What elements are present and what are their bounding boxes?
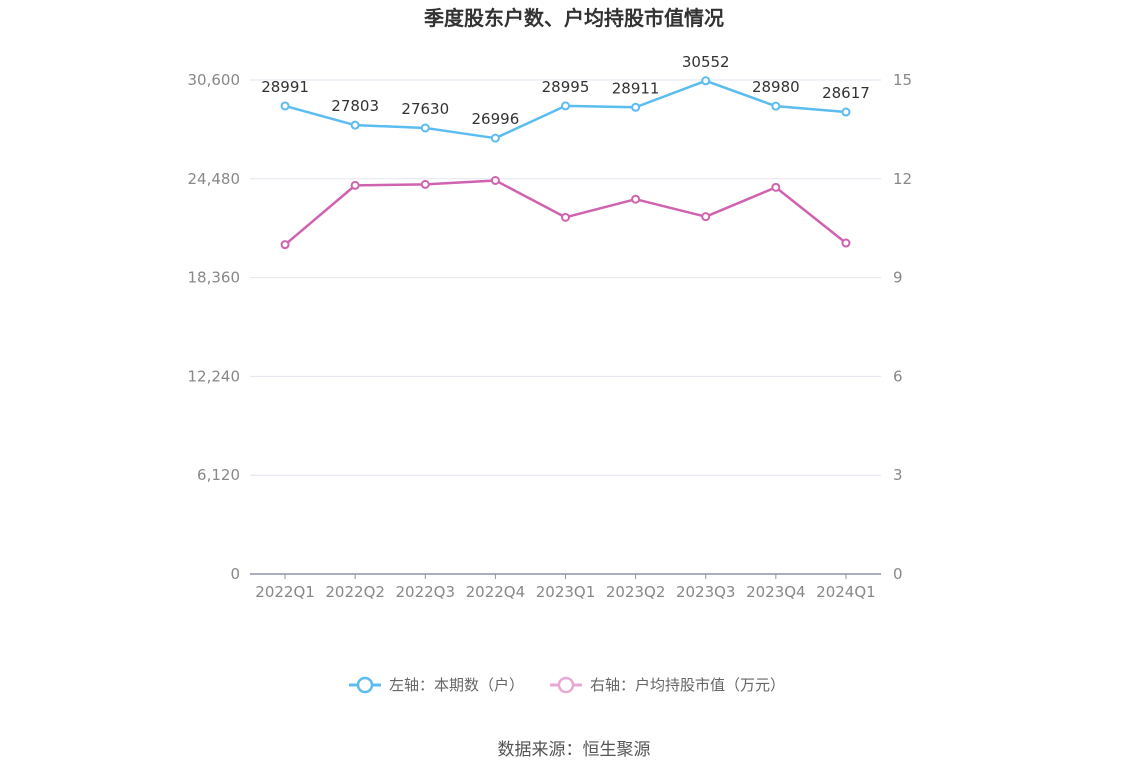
x-axis-tick-label: 2023Q3 — [676, 583, 736, 601]
data-point-left[interactable] — [701, 76, 711, 86]
data-point-left[interactable] — [771, 101, 781, 111]
left-axis-tick-label: 12,240 — [188, 367, 241, 385]
x-axis-tick-label: 2024Q1 — [816, 583, 876, 601]
data-labels: 28991 27803 27630 26996 28995 28911 30552 28980… — [261, 53, 870, 128]
right-axis-tick-label: 0 — [893, 565, 903, 583]
data-point-left[interactable] — [420, 123, 430, 133]
data-label: 28991 — [261, 78, 309, 96]
data-point-right[interactable] — [280, 240, 290, 250]
right-axis-tick-label: 6 — [893, 367, 903, 385]
legend: 左轴：本期数（户） 右轴：户均持股市值（万元） — [349, 676, 785, 694]
left-axis-tick-label: 6,120 — [197, 466, 240, 484]
series-layer — [280, 76, 851, 250]
legend-item-right-axis[interactable]: 右轴：户均持股市值（万元） — [550, 676, 785, 694]
left-axis-tick-label: 30,600 — [188, 71, 241, 89]
right-axis-tick-label: 9 — [893, 269, 903, 287]
data-label: 28995 — [542, 78, 590, 96]
left-axis-tick-label: 24,480 — [188, 170, 241, 188]
data-point-left[interactable] — [350, 120, 360, 130]
legend-right-marker — [557, 676, 575, 694]
data-point-left[interactable] — [490, 133, 500, 143]
x-axis-tick-label: 2022Q1 — [255, 583, 315, 601]
left-axis-tick-label: 0 — [230, 565, 240, 583]
legend-left-label: 左轴：本期数（户） — [389, 676, 524, 694]
right-axis-tick-label: 15 — [893, 71, 912, 89]
axes: 0 0 6,120 3 12,240 6 18,360 9 24,480 12 30,600 15 20… — [188, 71, 913, 601]
data-source: 数据来源：恒生聚源 — [498, 740, 651, 760]
data-point-right[interactable] — [420, 179, 430, 189]
data-point-right[interactable] — [350, 180, 360, 190]
data-point-right[interactable] — [561, 212, 570, 222]
x-axis-tick-label: 2022Q2 — [325, 583, 385, 601]
data-point-left[interactable] — [280, 101, 290, 111]
data-point-right[interactable] — [841, 238, 851, 248]
grid-lines — [250, 79, 881, 476]
data-point-right[interactable] — [771, 182, 781, 192]
left-axis-tick-label: 18,360 — [188, 269, 241, 287]
data-label: 27803 — [331, 97, 379, 115]
data-point-left[interactable] — [841, 107, 851, 117]
right-axis-tick-label: 12 — [893, 170, 912, 188]
data-label: 28617 — [822, 84, 870, 102]
x-axis-tick-label: 2023Q1 — [536, 583, 596, 601]
data-point-right[interactable] — [490, 175, 500, 185]
legend-item-left-axis[interactable]: 左轴：本期数（户） — [349, 676, 524, 694]
x-axis-tick-label: 2022Q3 — [396, 583, 456, 601]
data-label: 26996 — [472, 110, 520, 128]
x-axis-tick-label: 2022Q4 — [466, 583, 526, 601]
data-point-left[interactable] — [561, 101, 570, 111]
data-point-right[interactable] — [701, 212, 711, 222]
x-axis-tick-label: 2023Q2 — [606, 583, 666, 601]
legend-right-label: 右轴：户均持股市值（万元） — [590, 676, 785, 694]
x-axis-tick-label: 2023Q4 — [746, 583, 806, 601]
data-point-right[interactable] — [631, 194, 641, 204]
right-axis-tick-label: 3 — [893, 466, 903, 484]
chart-title: 季度股东户数、户均持股市值情况 — [423, 6, 724, 30]
legend-left-marker — [356, 676, 374, 694]
data-label: 30552 — [682, 53, 730, 71]
data-point-left[interactable] — [631, 102, 641, 112]
data-label: 27630 — [401, 100, 449, 118]
data-label: 28911 — [612, 79, 660, 97]
data-label: 28980 — [752, 78, 800, 96]
series-line-right — [284, 179, 847, 246]
